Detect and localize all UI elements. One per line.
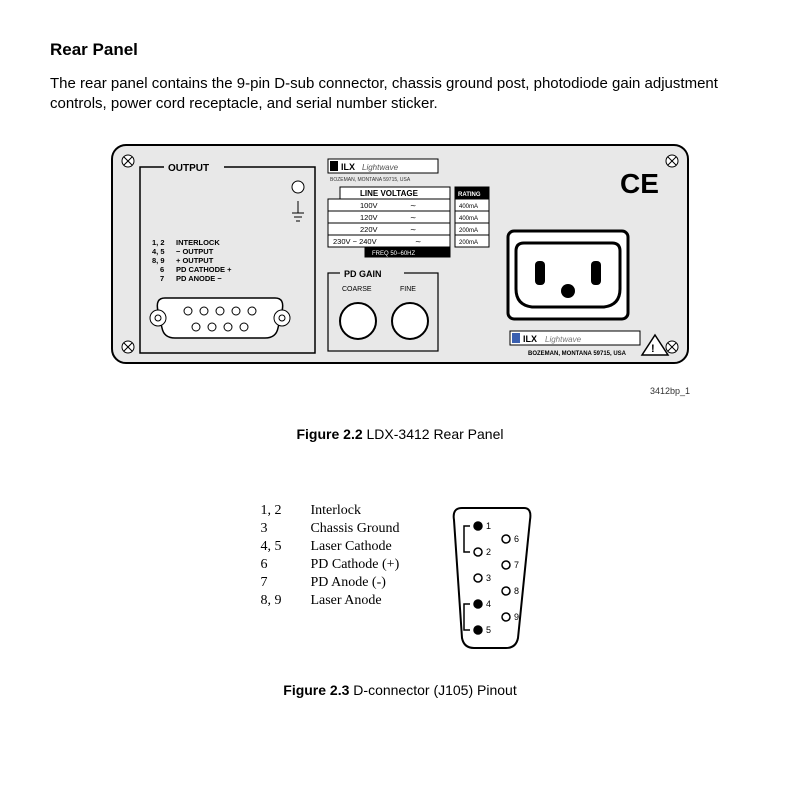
svg-text:PD CATHODE +: PD CATHODE + — [176, 265, 232, 274]
svg-text:8: 8 — [514, 586, 519, 596]
svg-text:PD GAIN: PD GAIN — [344, 269, 382, 279]
svg-text:ILX: ILX — [341, 162, 355, 172]
section-heading: Rear Panel — [50, 40, 750, 60]
svg-text:8, 9: 8, 9 — [152, 256, 165, 265]
svg-text:200mA: 200mA — [459, 228, 478, 234]
svg-text:BOZEMAN, MONTANA 59715, USA: BOZEMAN, MONTANA 59715, USA — [330, 177, 411, 183]
svg-text:COARSE: COARSE — [342, 286, 372, 293]
svg-text:Lightwave: Lightwave — [545, 335, 582, 344]
svg-text:∼: ∼ — [410, 225, 416, 234]
svg-text:7: 7 — [514, 560, 519, 570]
figure-id: 3412bp_1 — [50, 386, 690, 396]
svg-text:200mA: 200mA — [459, 240, 478, 246]
svg-text:+ OUTPUT: + OUTPUT — [176, 256, 214, 265]
svg-text:∼: ∼ — [415, 237, 421, 246]
svg-text:ILX: ILX — [523, 334, 537, 344]
svg-text:9: 9 — [514, 612, 519, 622]
svg-text:Lightwave: Lightwave — [362, 163, 399, 172]
figure-2-2-caption: Figure 2.2 LDX-3412 Rear Panel — [50, 426, 750, 442]
svg-text:6: 6 — [514, 534, 519, 544]
svg-text:RATING: RATING — [458, 192, 481, 198]
svg-text:BOZEMAN, MONTANA 59715, USA: BOZEMAN, MONTANA 59715, USA — [528, 351, 627, 357]
svg-text:6: 6 — [160, 265, 164, 274]
svg-text:CE: CE — [620, 168, 659, 199]
svg-text:FREQ 50−60HZ: FREQ 50−60HZ — [372, 251, 416, 257]
svg-text:∼: ∼ — [410, 201, 416, 210]
svg-text:PD ANODE −: PD ANODE − — [176, 274, 222, 283]
svg-text:!: ! — [651, 343, 655, 355]
svg-text:LINE VOLTAGE: LINE VOLTAGE — [360, 189, 419, 198]
svg-text:5: 5 — [486, 625, 491, 635]
svg-text:4, 5: 4, 5 — [152, 247, 165, 256]
pinout-section: 1, 2Interlock 3Chassis Ground 4, 5Laser … — [50, 502, 750, 652]
svg-text:7: 7 — [160, 274, 164, 283]
svg-text:INTERLOCK: INTERLOCK — [176, 238, 220, 247]
svg-text:2: 2 — [486, 547, 491, 557]
svg-text:4: 4 — [486, 599, 491, 609]
svg-text:230V − 240V: 230V − 240V — [333, 237, 377, 246]
figure-2-3-caption: Figure 2.3 D-connector (J105) Pinout — [50, 682, 750, 698]
dsub-pinout-diagram: 1 2 3 4 5 6 7 8 9 — [450, 502, 540, 652]
svg-text:100V: 100V — [360, 201, 378, 210]
svg-text:− OUTPUT: − OUTPUT — [176, 247, 214, 256]
rear-panel-diagram: OUTPUT 1, 2 INTERLOCK 4, 5 − OUTPUT 8, 9 + … — [110, 143, 690, 378]
svg-text:FINE: FINE — [400, 286, 416, 293]
svg-text:3: 3 — [486, 573, 491, 583]
pinout-table: 1, 2Interlock 3Chassis Ground 4, 5Laser … — [260, 502, 409, 610]
svg-text:400mA: 400mA — [459, 216, 478, 222]
svg-text:400mA: 400mA — [459, 204, 478, 210]
svg-text:OUTPUT: OUTPUT — [168, 163, 209, 174]
svg-text:1, 2: 1, 2 — [152, 238, 165, 247]
svg-text:120V: 120V — [360, 213, 378, 222]
svg-text:220V: 220V — [360, 225, 378, 234]
intro-paragraph: The rear panel contains the 9-pin D-sub … — [50, 74, 750, 115]
svg-text:∼: ∼ — [410, 213, 416, 222]
svg-text:1: 1 — [486, 521, 491, 531]
